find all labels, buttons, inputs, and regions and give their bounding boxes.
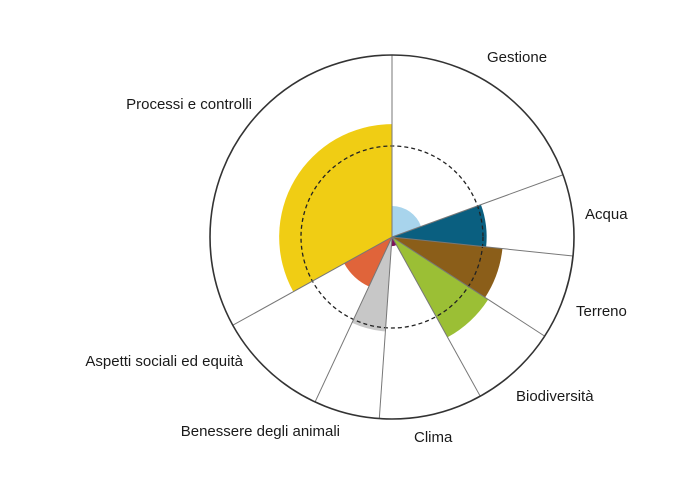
sector-label-gestione: Gestione (487, 49, 547, 66)
sector-wedge-processi-e-controlli (279, 124, 392, 292)
sector-divider (314, 236, 393, 403)
sector-labels: Gestione Acqua Terreno Biodiversità Clima Ben… (85, 49, 628, 446)
sector-divider (391, 236, 545, 337)
sector-fills (279, 124, 503, 338)
sector-wedge-acqua (392, 204, 487, 247)
sector-label-terreno: Terreno (576, 303, 627, 320)
outer-circle (209, 54, 575, 420)
sector-divider (232, 236, 393, 326)
sector-wedge-clima (391, 237, 397, 247)
sector-divider (378, 236, 393, 419)
sector-label-benessere-degli-animali: Benessere degli animali (181, 423, 340, 440)
sector-label-aspetti-sociali-ed-equita: Aspetti sociali ed equità (85, 353, 243, 370)
sector-divider (391, 236, 481, 397)
sector-divider (391, 174, 564, 238)
sector-wedge-terreno (392, 237, 503, 298)
sector-label-biodiversita: Biodiversità (516, 388, 594, 405)
sector-label-acqua: Acqua (585, 206, 628, 223)
sector-wedge-biodiversita (392, 237, 489, 338)
sector-wedge-aspetti-sociali-ed-equita (344, 237, 392, 287)
sector-divider-lines (232, 55, 574, 419)
sector-label-clima: Clima (414, 429, 453, 446)
sector-wedge-benessere-degli-animali (352, 237, 392, 332)
sector-wedge-gestione (392, 206, 422, 237)
sector-label-processi-e-controlli: Processi e controlli (126, 96, 252, 113)
sector-divider (391, 236, 574, 257)
